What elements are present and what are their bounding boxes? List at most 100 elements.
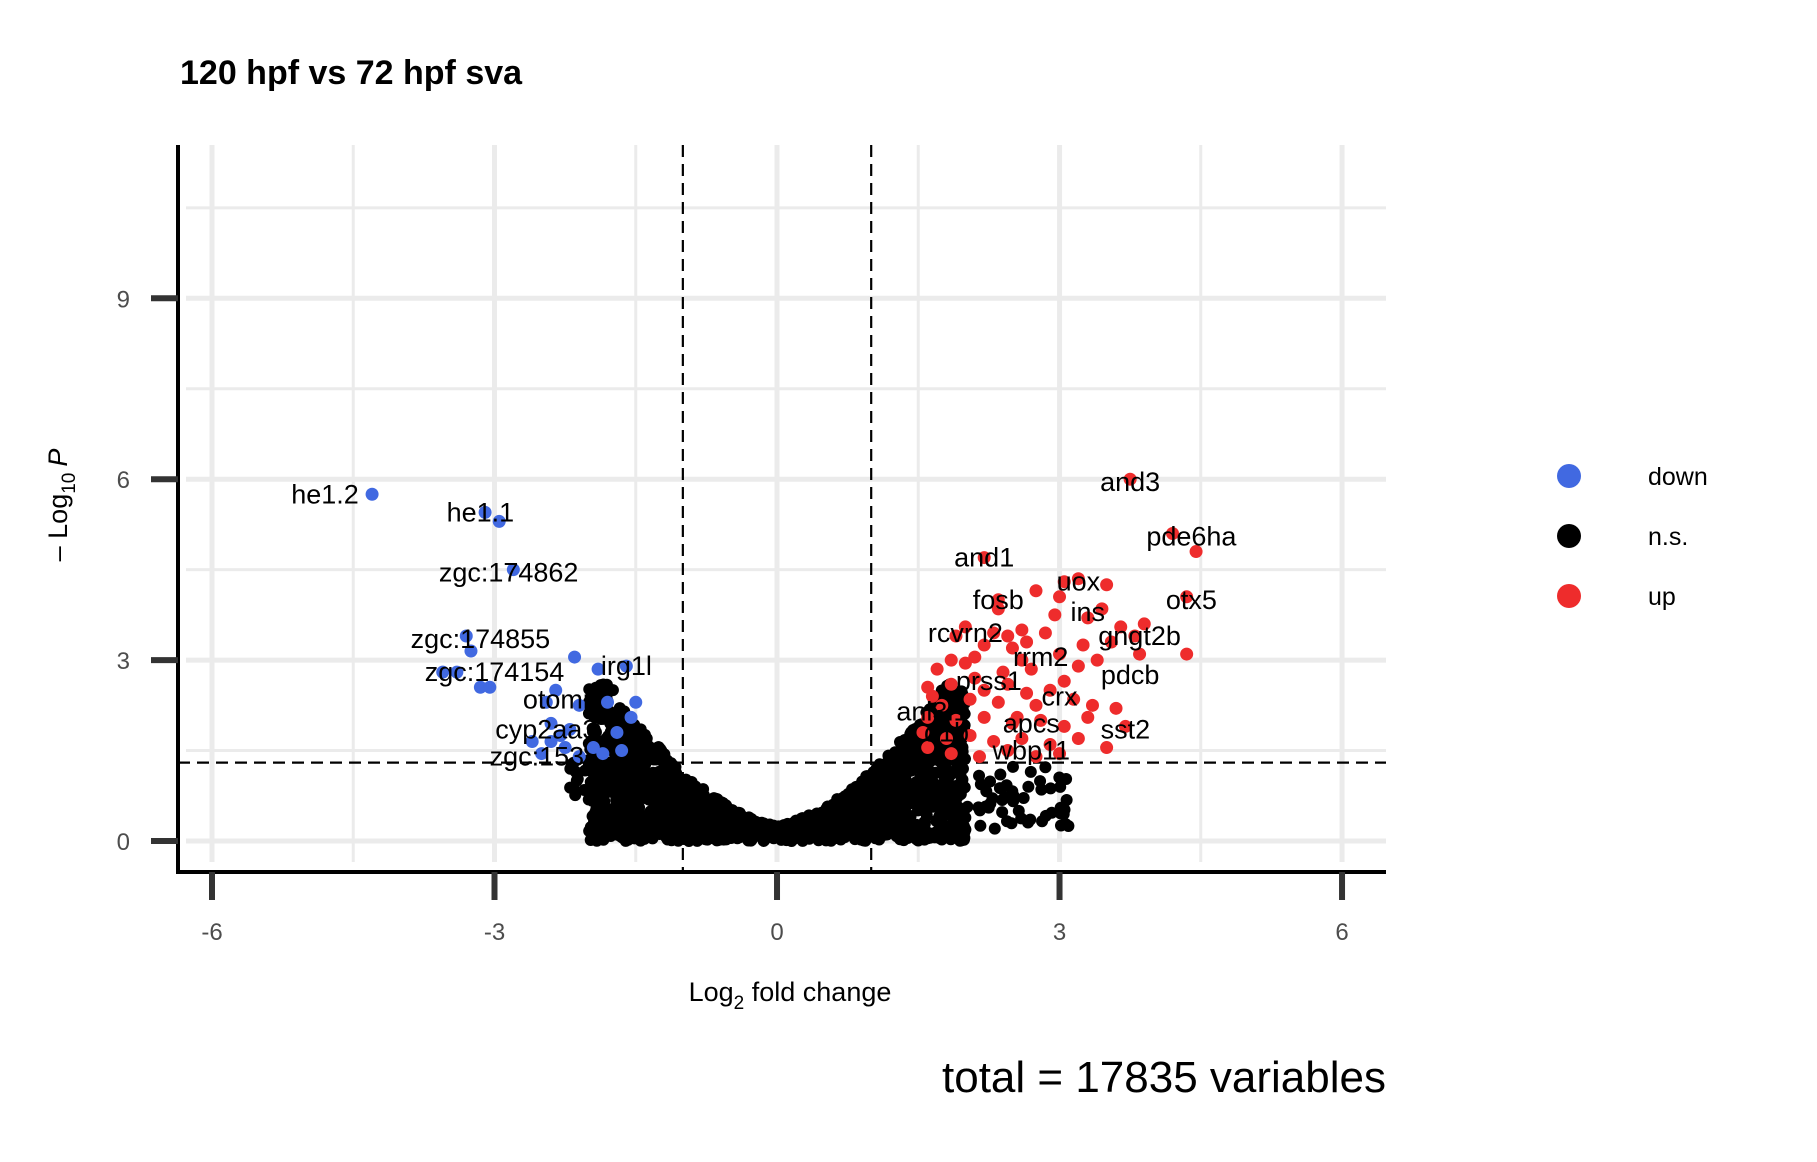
data-point-ns bbox=[1024, 813, 1037, 826]
x-tick-label: 6 bbox=[1335, 919, 1348, 946]
data-point-ns bbox=[909, 794, 922, 807]
data-point-ns bbox=[647, 766, 660, 779]
gene-label: crx bbox=[1042, 681, 1078, 711]
gene-label: apcs bbox=[1003, 708, 1060, 738]
gene-label: irg1l bbox=[601, 651, 652, 681]
y-tick-label: 6 bbox=[117, 467, 130, 494]
data-point-down bbox=[553, 728, 567, 742]
data-point-ns bbox=[923, 827, 936, 840]
data-point-up bbox=[1029, 750, 1043, 764]
data-point-ns bbox=[882, 800, 895, 813]
data-point-ns bbox=[823, 833, 836, 846]
data-point-up bbox=[1015, 731, 1029, 745]
data-point-ns bbox=[980, 785, 993, 798]
data-point-up bbox=[949, 713, 963, 727]
data-point-down bbox=[506, 563, 520, 577]
data-point-up bbox=[925, 689, 939, 703]
gene-label: ins bbox=[1071, 597, 1106, 627]
data-point-ns bbox=[926, 774, 939, 787]
data-point-ns bbox=[984, 775, 997, 788]
data-point-up bbox=[996, 665, 1010, 679]
data-point-ns bbox=[897, 759, 910, 772]
data-point-up bbox=[987, 626, 1001, 640]
data-point-ns bbox=[894, 735, 907, 748]
data-point-ns bbox=[673, 818, 686, 831]
data-point-ns bbox=[961, 800, 974, 813]
data-point-ns bbox=[663, 777, 676, 790]
data-point-up bbox=[1053, 590, 1067, 604]
data-point-up bbox=[1067, 692, 1081, 706]
data-point-up bbox=[1189, 545, 1203, 559]
data-point-ns bbox=[896, 798, 909, 811]
data-point-ns bbox=[564, 781, 577, 794]
data-point-up bbox=[1001, 677, 1015, 691]
data-point-ns bbox=[901, 749, 914, 762]
data-point-ns bbox=[627, 757, 640, 770]
data-point-down bbox=[629, 695, 643, 709]
data-point-up bbox=[977, 551, 991, 565]
gene-label: zgc:153 bbox=[490, 742, 585, 772]
data-point-up bbox=[1034, 713, 1048, 727]
data-point-ns bbox=[642, 743, 655, 756]
data-point-ns bbox=[815, 806, 828, 819]
data-point-up bbox=[944, 677, 958, 691]
data-point-down bbox=[492, 514, 506, 528]
data-point-ns bbox=[595, 767, 608, 780]
data-point-up bbox=[1053, 747, 1067, 761]
data-point-ns bbox=[594, 777, 607, 790]
data-point-down bbox=[450, 665, 464, 679]
data-point-ns bbox=[931, 740, 944, 753]
data-point-up bbox=[1010, 710, 1024, 724]
data-point-ns bbox=[848, 796, 861, 809]
data-point-up bbox=[1015, 623, 1029, 637]
data-point-down bbox=[601, 695, 615, 709]
grid-lines bbox=[186, 145, 1386, 862]
data-point-ns bbox=[738, 829, 751, 842]
data-point-up bbox=[1137, 617, 1151, 631]
x-tick-label: -6 bbox=[201, 919, 222, 946]
data-point-down bbox=[525, 735, 539, 749]
legend-label: up bbox=[1648, 583, 1676, 611]
data-point-up bbox=[935, 698, 949, 712]
data-point-down bbox=[473, 680, 487, 694]
data-point-down bbox=[563, 722, 577, 736]
data-point-down bbox=[544, 735, 558, 749]
data-point-ns bbox=[862, 799, 875, 812]
data-point-up bbox=[916, 725, 930, 739]
data-point-ns bbox=[919, 785, 932, 798]
data-point-ns bbox=[1022, 780, 1035, 793]
data-point-down bbox=[544, 716, 558, 730]
data-point-up bbox=[1005, 641, 1019, 655]
data-point-ns bbox=[727, 822, 740, 835]
data-point-up bbox=[958, 656, 972, 670]
data-point-ns bbox=[1006, 760, 1019, 773]
data-point-down bbox=[619, 659, 633, 673]
data-point-ns bbox=[904, 830, 917, 843]
ticks: -6 -3 0 3 6 0 3 6 9 bbox=[117, 286, 1349, 946]
gene-labels: he1.2 he1.1 zgc:174862 zgc:174855zgc:174154… bbox=[291, 467, 1237, 771]
data-point-ns bbox=[918, 756, 931, 769]
data-point-up bbox=[921, 710, 935, 724]
data-point-ns bbox=[752, 824, 765, 837]
data-point-ns bbox=[670, 788, 683, 801]
data-point-down bbox=[586, 741, 600, 755]
data-point-up bbox=[1057, 674, 1071, 688]
data-point-ns bbox=[588, 722, 601, 735]
data-point-ns bbox=[718, 808, 731, 821]
data-point-ns bbox=[879, 783, 892, 796]
data-point-ns bbox=[996, 806, 1009, 819]
data-point-ns bbox=[811, 819, 824, 832]
gene-label: sst2 bbox=[1101, 714, 1151, 744]
data-point-up bbox=[1100, 741, 1114, 755]
data-point-ns bbox=[856, 819, 869, 832]
data-point-up bbox=[1090, 653, 1104, 667]
data-point-ns bbox=[1044, 782, 1057, 795]
data-point-ns bbox=[1054, 780, 1067, 793]
data-point-ns bbox=[587, 693, 600, 706]
data-point-ns bbox=[935, 684, 948, 697]
data-point-ns bbox=[612, 757, 625, 770]
data-point-down bbox=[478, 505, 492, 519]
data-point-ns bbox=[579, 764, 592, 777]
data-point-ns bbox=[586, 790, 599, 803]
